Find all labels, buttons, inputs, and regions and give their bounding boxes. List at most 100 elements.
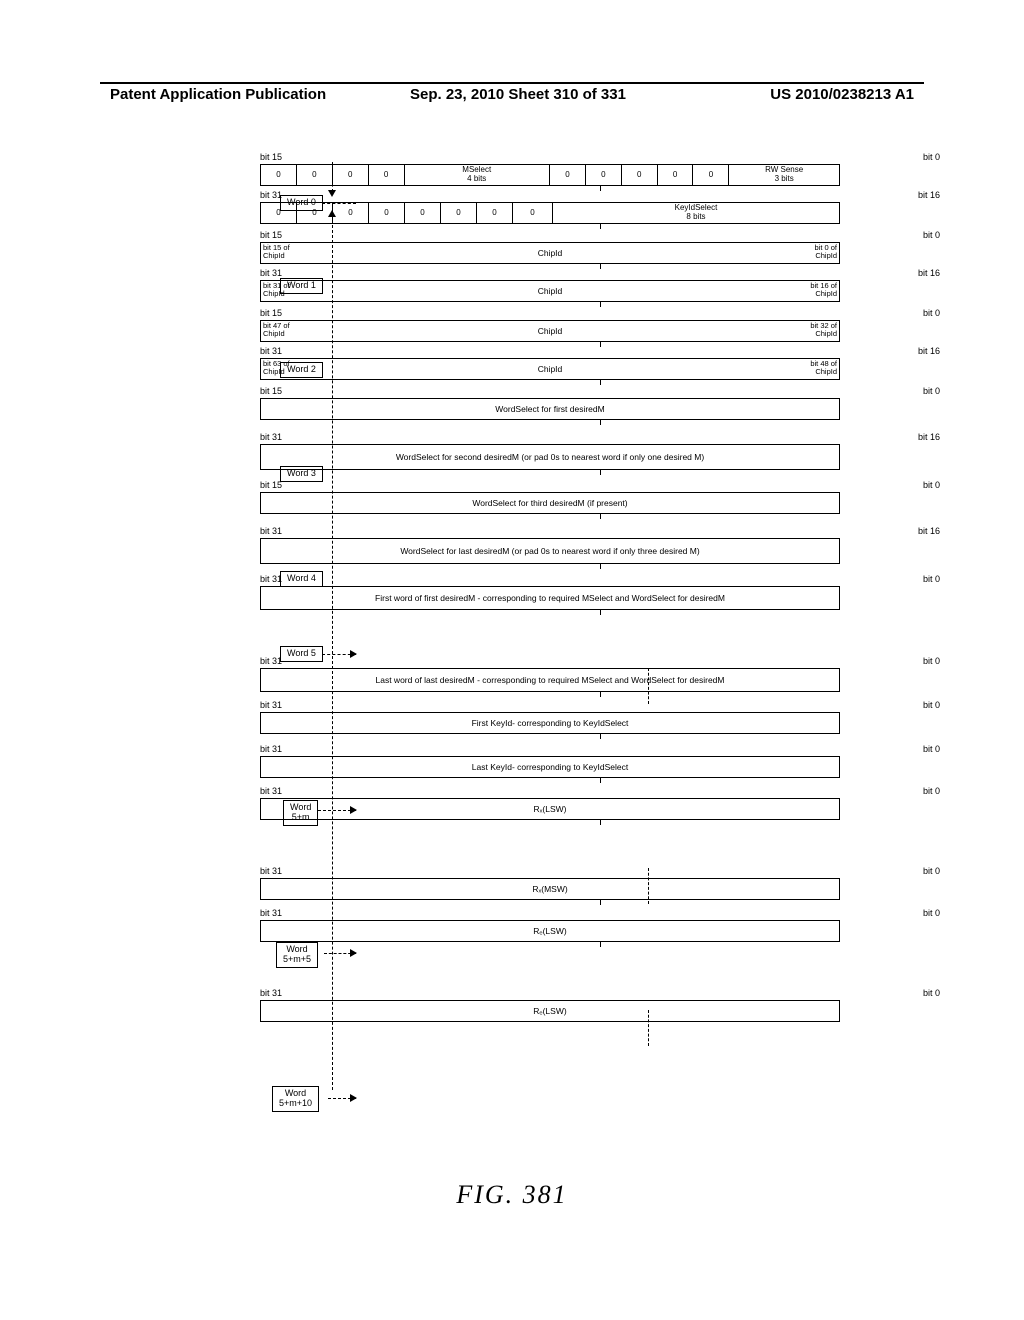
- bit-label: bit 31: [260, 700, 282, 710]
- zero-cell: 0: [405, 203, 441, 223]
- bit-note: bit 32 of ChipId: [810, 322, 837, 337]
- header-rule: [100, 82, 924, 84]
- continuation-dash: [648, 868, 649, 904]
- bit-label: bit 0: [923, 866, 940, 876]
- bit-note: bit 16 of ChipId: [810, 282, 837, 297]
- re-lsw-row: Rₑ(LSW): [260, 1000, 840, 1022]
- bit-label: bit 31: [260, 432, 282, 442]
- tick: [600, 380, 601, 385]
- bit-label: bit 0: [923, 386, 940, 396]
- zero-cell: 0: [513, 203, 553, 223]
- tick: [600, 692, 601, 697]
- bit-label: bit 15: [260, 230, 282, 240]
- chipid-row: bit 15 of ChipId ChipId bit 0 of ChipId: [260, 242, 840, 264]
- tick: [600, 734, 601, 739]
- chipid-text: ChipId: [538, 364, 563, 374]
- continuation-dash: [648, 1010, 649, 1046]
- bit-label: bit 0: [923, 230, 940, 240]
- chipid-row: bit 63 of ChipId ChipId bit 48 of ChipId: [260, 358, 840, 380]
- zero-cell: 0: [441, 203, 477, 223]
- bit-label: bit 31: [260, 656, 282, 666]
- bit-label: bit 16: [918, 268, 940, 278]
- bit-label: bit 31: [260, 268, 282, 278]
- keyid-first-row: First KeyId- corresponding to KeyIdSelec…: [260, 712, 840, 734]
- continuation-dash: [648, 668, 649, 704]
- zero-cell: 0: [586, 165, 622, 185]
- bit-label: bit 0: [923, 700, 940, 710]
- bit-label: bit 0: [923, 308, 940, 318]
- re-lsw-row: Rₑ(LSW): [260, 920, 840, 942]
- bit-label: bit 31: [260, 744, 282, 754]
- bit-note: bit 31 of ChipId: [263, 282, 290, 297]
- zero-cell: 0: [297, 203, 333, 223]
- zero-cell: 0: [369, 203, 405, 223]
- bit-label: bit 16: [918, 526, 940, 536]
- bit-label: bit 31: [260, 574, 282, 584]
- wordselect-row: WordSelect for first desiredM: [260, 398, 840, 420]
- bit-note: bit 47 of ChipId: [263, 322, 290, 337]
- chipid-text: ChipId: [538, 248, 563, 258]
- bit-label: bit 31: [260, 526, 282, 536]
- bit-label: bit 15: [260, 480, 282, 490]
- bit-label: bit 31: [260, 346, 282, 356]
- bit-label: bit 16: [918, 346, 940, 356]
- bit-label: bit 16: [918, 190, 940, 200]
- bit-note: bit 48 of ChipId: [810, 360, 837, 375]
- mselect-cell: MSelect 4 bits: [405, 165, 550, 185]
- zero-cell: 0: [333, 165, 369, 185]
- wordselect-row: WordSelect for third desiredM (if presen…: [260, 492, 840, 514]
- bit-label: bit 0: [923, 574, 940, 584]
- tick: [600, 778, 601, 783]
- chipid-text: ChipId: [538, 286, 563, 296]
- bit-label: bit 0: [923, 988, 940, 998]
- tick: [600, 342, 601, 347]
- bit-note: bit 63 of ChipId: [263, 360, 290, 375]
- zero-cell: 0: [693, 165, 729, 185]
- word5m10-label: Word 5+m+10: [272, 1086, 319, 1112]
- rwsense-cell: RW Sense 3 bits: [729, 165, 839, 185]
- bit-label: bit 31: [260, 866, 282, 876]
- desiredm-last-row: Last word of last desiredM - correspondi…: [260, 668, 840, 692]
- bit-label: bit 15: [260, 386, 282, 396]
- tick: [600, 420, 601, 425]
- bit-label: bit 0: [923, 786, 940, 796]
- zero-cell: 0: [658, 165, 694, 185]
- header-middle: Sep. 23, 2010 Sheet 310 of 331: [410, 86, 626, 103]
- tick: [600, 900, 601, 905]
- arrow-icon: [350, 806, 357, 814]
- bit-label: bit 15: [260, 152, 282, 162]
- bit-label: bit 0: [923, 152, 940, 162]
- arrow-icon: [350, 650, 357, 658]
- keyidselect-cell: KeyIdSelect 8 bits: [553, 203, 839, 223]
- chipid-row: bit 31 of ChipId ChipId bit 16 of ChipId: [260, 280, 840, 302]
- arrow-icon: [350, 1094, 357, 1102]
- bit-note: bit 0 of ChipId: [814, 244, 837, 259]
- arrow-icon: [350, 949, 357, 957]
- figure-caption: FIG. 381: [0, 1180, 1024, 1210]
- bit-label: bit 0: [923, 744, 940, 754]
- word0-high-row: 0 0 0 0 MSelect 4 bits 0 0 0 0 0 RW Sens…: [260, 164, 840, 186]
- tick: [600, 470, 601, 475]
- tick: [600, 942, 601, 947]
- bit-label: bit 16: [918, 432, 940, 442]
- tick: [600, 514, 601, 519]
- bit-label: bit 31: [260, 190, 282, 200]
- bit-layout-diagram: bit 15 bit 0 0 0 0 0 MSelect 4 bits 0 0 …: [260, 150, 940, 1026]
- zero-cell: 0: [477, 203, 513, 223]
- bit-label: bit 31: [260, 786, 282, 796]
- tick: [600, 302, 601, 307]
- bit-label: bit 15: [260, 308, 282, 318]
- chipid-text: ChipId: [538, 326, 563, 336]
- zero-cell: 0: [297, 165, 333, 185]
- tick: [600, 610, 601, 615]
- wordselect-row: WordSelect for last desiredM (or pad 0s …: [260, 538, 840, 564]
- zero-cell: 0: [550, 165, 586, 185]
- tick: [600, 264, 601, 269]
- bit-label: bit 31: [260, 988, 282, 998]
- desiredm-first-row: First word of first desiredM - correspon…: [260, 586, 840, 610]
- header-left: Patent Application Publication: [110, 86, 326, 103]
- bit-label: bit 0: [923, 908, 940, 918]
- zero-cell: 0: [369, 165, 405, 185]
- zero-cell: 0: [333, 203, 369, 223]
- keyid-last-row: Last KeyId- corresponding to KeyIdSelect: [260, 756, 840, 778]
